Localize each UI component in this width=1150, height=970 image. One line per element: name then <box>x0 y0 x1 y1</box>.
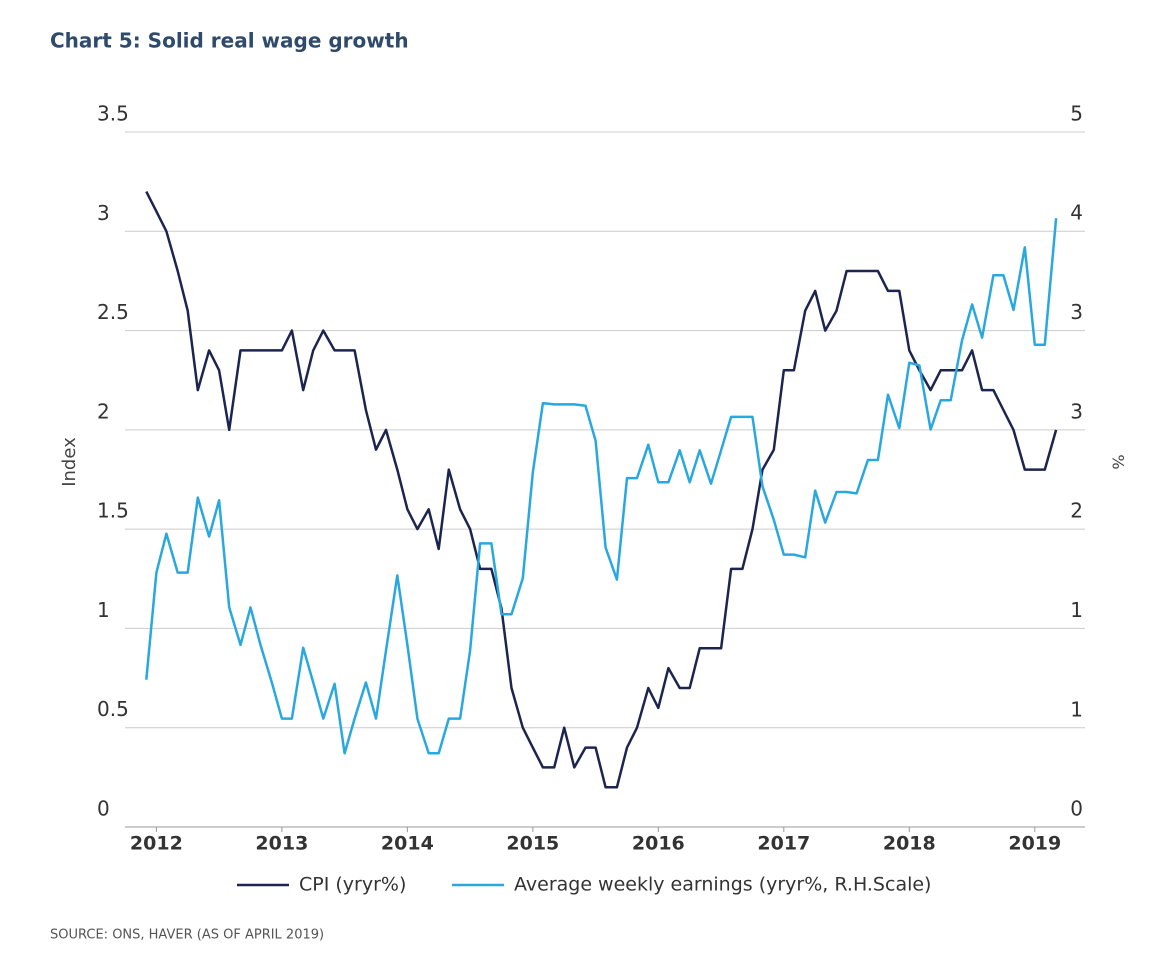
y-tick-label: 0 <box>97 797 110 821</box>
chart-title: Chart 5: Solid real wage growth <box>50 29 409 53</box>
y-tick-label: 1.5 <box>97 499 129 523</box>
y2-tick-label: 2 <box>1070 499 1083 523</box>
series-line <box>145 191 1058 789</box>
y-axis-label: Index <box>59 437 80 487</box>
y-tick-label: 2.5 <box>97 300 129 324</box>
x-tick-label: 2017 <box>757 833 810 855</box>
source-note: SOURCE: ONS, HAVER (AS OF APRIL 2019) <box>50 928 324 943</box>
x-tick-label: 2018 <box>883 833 936 855</box>
y2-tick-label: 3 <box>1070 399 1083 423</box>
legend-label: CPI (yryr%) <box>299 874 406 896</box>
y-tick-label: 2 <box>97 399 110 423</box>
x-tick-label: 2016 <box>632 833 685 855</box>
y-tick-label: 0.5 <box>97 697 129 721</box>
y-tick-label: 1 <box>97 598 110 622</box>
y2-tick-label: 4 <box>1070 201 1083 225</box>
y2-axis-label: % <box>1109 454 1128 469</box>
x-tick-label: 2014 <box>381 833 434 855</box>
x-tick-label: 2015 <box>506 833 559 855</box>
x-tick-label: 2019 <box>1008 833 1061 855</box>
y2-tick-label: 5 <box>1070 102 1083 126</box>
x-tick-label: 2013 <box>255 833 308 855</box>
y2-tick-label: 1 <box>1070 598 1083 622</box>
y2-tick-label: 1 <box>1070 697 1083 721</box>
x-tick-label: 2012 <box>130 833 183 855</box>
legend-label: Average weekly earnings (yryr%, R.H.Scal… <box>514 874 931 896</box>
series-line <box>145 218 1058 755</box>
y2-tick-label: 3 <box>1070 300 1083 324</box>
y-tick-label: 3 <box>97 201 110 225</box>
y2-tick-label: 0 <box>1070 797 1083 821</box>
y-tick-label: 3.5 <box>97 102 129 126</box>
